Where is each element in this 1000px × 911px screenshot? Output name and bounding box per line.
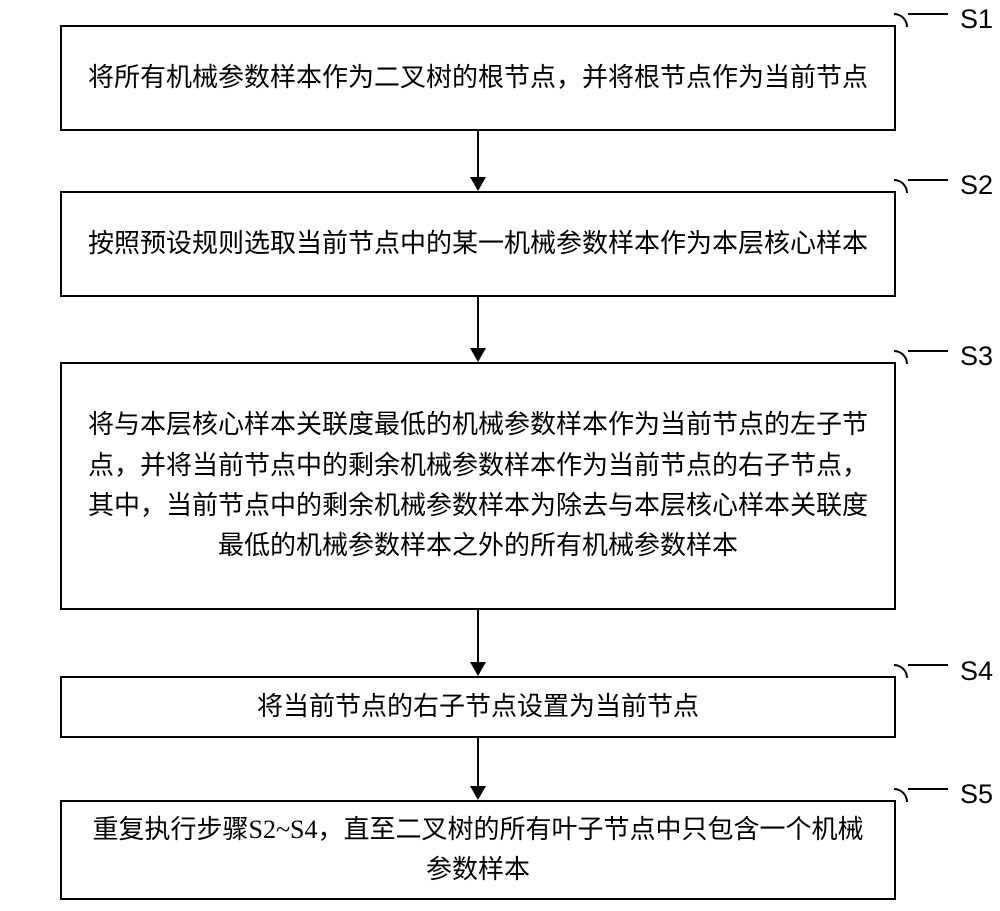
arrow-head-icon	[470, 177, 486, 191]
callout-line	[908, 664, 948, 666]
arrow-head-icon	[470, 662, 486, 676]
step-label-s3: S3	[960, 341, 993, 372]
callout-curve	[894, 664, 908, 678]
arrow-line	[477, 131, 479, 177]
arrow-line	[477, 738, 479, 786]
callout-curve	[894, 350, 908, 364]
flow-node-text: 按照预设规则选取当前节点中的某一机械参数样本作为本层核心样本	[88, 224, 868, 264]
flow-node-s5: 重复执行步骤S2~S4，直至二叉树的所有叶子节点中只包含一个机械参数样本	[60, 800, 896, 900]
flow-node-s2: 按照预设规则选取当前节点中的某一机械参数样本作为本层核心样本	[60, 191, 896, 297]
step-label-s2: S2	[960, 170, 993, 201]
arrow-head-icon	[470, 786, 486, 800]
flow-node-text: 将所有机械参数样本作为二叉树的根节点，并将根节点作为当前节点	[88, 58, 868, 98]
flow-node-text: 重复执行步骤S2~S4，直至二叉树的所有叶子节点中只包含一个机械参数样本	[80, 810, 876, 891]
arrow-head-icon	[470, 348, 486, 362]
callout-curve	[894, 788, 908, 802]
callout-line	[908, 179, 948, 181]
flow-node-s3: 将与本层核心样本关联度最低的机械参数样本作为当前节点的左子节点，并将当前节点中的…	[60, 362, 896, 610]
flowchart-canvas: 将所有机械参数样本作为二叉树的根节点，并将根节点作为当前节点 S1 按照预设规则选取…	[0, 0, 1000, 911]
callout-line	[908, 788, 948, 790]
step-label-s4: S4	[960, 656, 993, 687]
callout-line	[908, 13, 948, 15]
callout-curve	[894, 13, 908, 27]
flow-node-text: 将与本层核心样本关联度最低的机械参数样本作为当前节点的左子节点，并将当前节点中的…	[80, 405, 876, 566]
step-label-s5: S5	[960, 779, 993, 810]
arrow-line	[477, 297, 479, 348]
flow-node-s4: 将当前节点的右子节点设置为当前节点	[60, 676, 896, 738]
step-label-s1: S1	[960, 4, 993, 35]
flow-node-text: 将当前节点的右子节点设置为当前节点	[257, 687, 699, 727]
flow-node-s1: 将所有机械参数样本作为二叉树的根节点，并将根节点作为当前节点	[60, 25, 896, 131]
callout-line	[908, 350, 948, 352]
arrow-line	[477, 610, 479, 662]
callout-curve	[894, 179, 908, 193]
